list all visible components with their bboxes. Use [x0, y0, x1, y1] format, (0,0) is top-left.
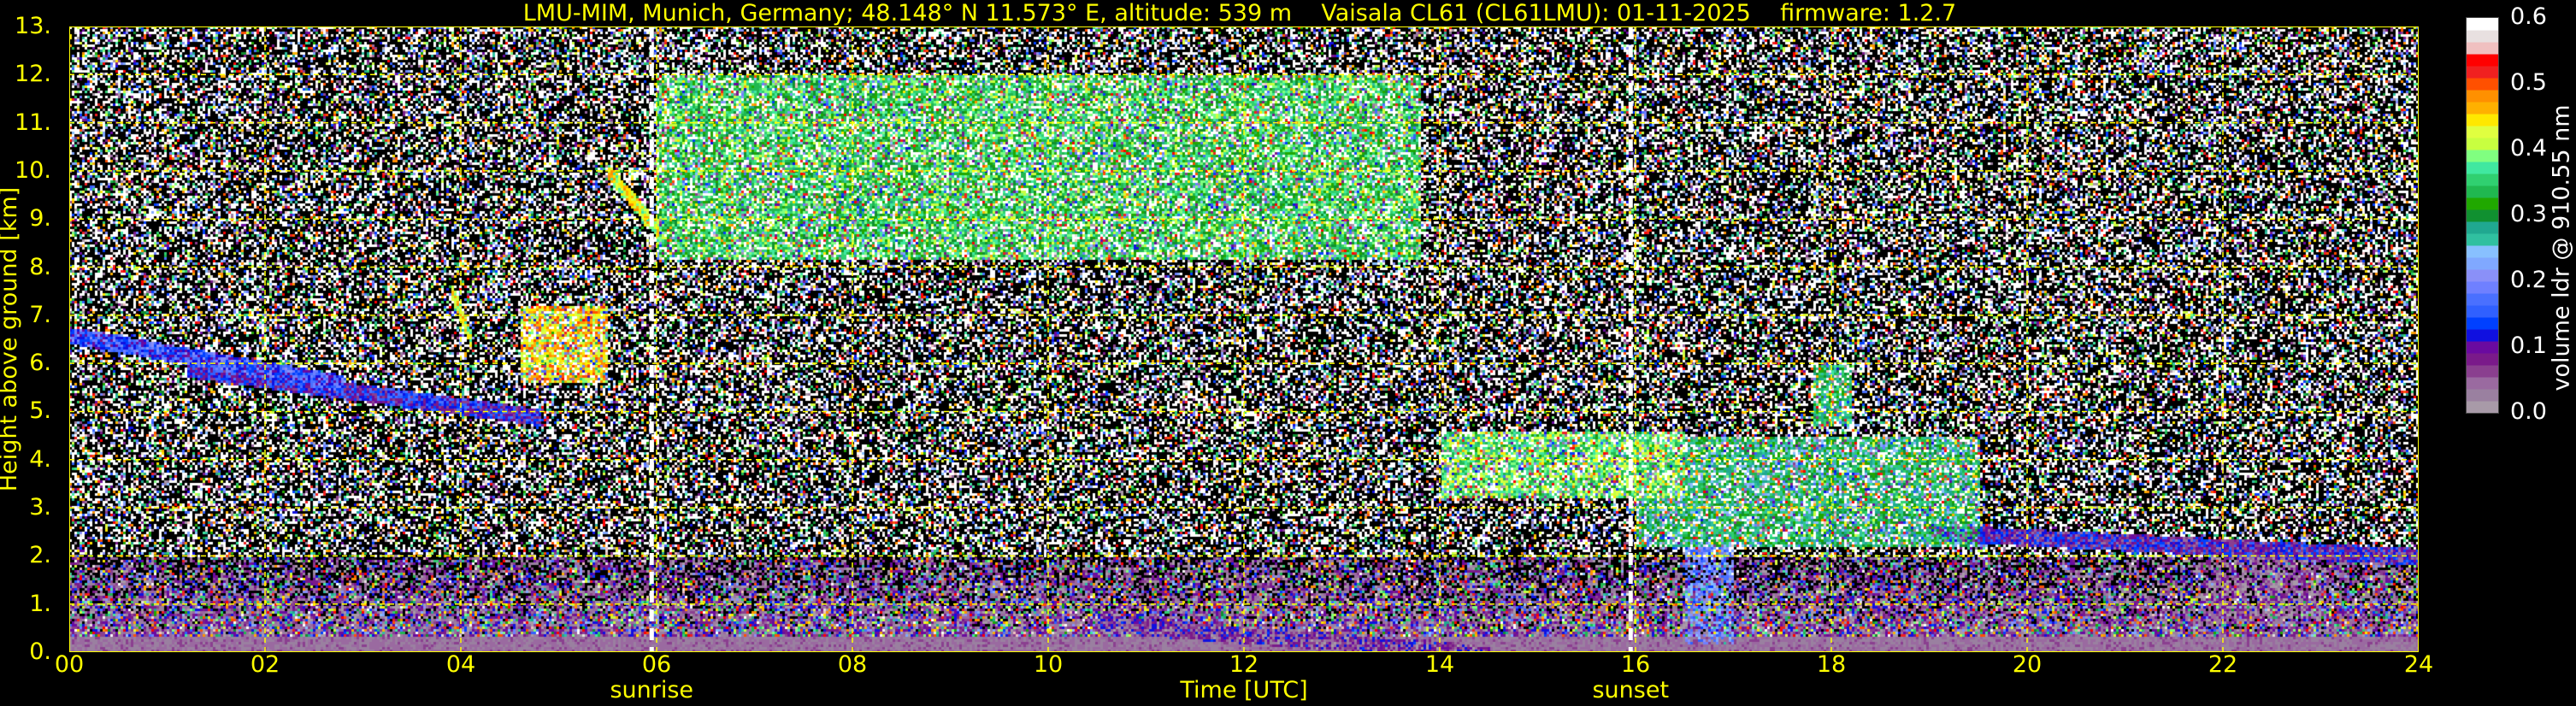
colorbar-band: [2467, 353, 2498, 366]
x-tick-label: 10: [1033, 651, 1064, 678]
y-tick-label: 8.: [29, 253, 51, 280]
colorbar-tick-label: 0.6: [2510, 3, 2547, 30]
colorbar: [2466, 17, 2499, 414]
colorbar-band: [2467, 269, 2498, 282]
colorbar-band: [2467, 233, 2498, 246]
x-tick-label: 02: [250, 651, 280, 678]
colorbar-label: volume ldr @ 910.55 nm: [2548, 104, 2575, 391]
colorbar-band: [2467, 341, 2498, 354]
colorbar-band: [2467, 138, 2498, 150]
colorbar-band: [2467, 114, 2498, 126]
colorbar-band: [2467, 174, 2498, 186]
colorbar-band: [2467, 257, 2498, 270]
colorbar-band: [2467, 150, 2498, 162]
colorbar-band: [2467, 293, 2498, 306]
x-tick-label: 16: [1620, 651, 1651, 678]
colorbar-tick-label: 0.1: [2510, 332, 2547, 359]
y-tick-label: 10.: [15, 156, 51, 184]
x-tick-label: 06: [641, 651, 672, 678]
plot-area: [69, 26, 2419, 652]
y-tick-label: 12.: [15, 61, 51, 88]
colorbar-band: [2467, 162, 2498, 174]
colorbar-band: [2467, 245, 2498, 258]
colorbar-band: [2467, 18, 2498, 31]
x-tick-label: 00: [54, 651, 85, 678]
x-tick-label: 04: [445, 651, 476, 678]
y-tick-label: 7.: [29, 301, 51, 328]
y-tick-label: 4.: [29, 445, 51, 473]
y-tick-label: 11.: [15, 109, 51, 136]
x-tick-label: 08: [837, 651, 868, 678]
colorbar-band: [2467, 389, 2498, 402]
event-label-sunset: sunset: [1592, 677, 1670, 703]
colorbar-tick-label: 0.5: [2510, 69, 2547, 96]
colorbar-band: [2467, 54, 2498, 67]
colorbar-band: [2467, 365, 2498, 378]
colorbar-band: [2467, 401, 2498, 413]
x-tick-label: 22: [2208, 651, 2238, 678]
colorbar-band: [2467, 197, 2498, 210]
colorbar-band: [2467, 102, 2498, 115]
event-label-sunrise: sunrise: [610, 677, 694, 703]
x-tick-label: 18: [1816, 651, 1847, 678]
colorbar-band: [2467, 90, 2498, 103]
y-tick-label: 13.: [15, 13, 51, 39]
y-tick-label: 6.: [29, 350, 51, 377]
colorbar-band: [2467, 305, 2498, 318]
colorbar-band: [2467, 221, 2498, 234]
colorbar-tick-label: 0.3: [2510, 201, 2547, 227]
colorbar-band: [2467, 126, 2498, 138]
colorbar-band: [2467, 66, 2498, 79]
colorbar-band: [2467, 329, 2498, 342]
y-tick-label: 5.: [29, 397, 51, 425]
y-tick-label: 9.: [29, 205, 51, 232]
colorbar-tick-label: 0.2: [2510, 267, 2547, 293]
colorbar-band: [2467, 185, 2498, 198]
colorbar-band: [2467, 30, 2498, 43]
colorbar-band: [2467, 42, 2498, 55]
grid-overlay: [69, 26, 2419, 652]
y-tick-label: 0.: [29, 638, 51, 665]
x-tick-label: 24: [2403, 651, 2434, 678]
colorbar-tick-label: 0.4: [2510, 135, 2547, 162]
colorbar-band: [2467, 377, 2498, 390]
y-axis-label: Height above ground [km]: [0, 186, 22, 492]
colorbar-band: [2467, 281, 2498, 294]
colorbar-band: [2467, 78, 2498, 91]
colorbar-tick-label: 0.0: [2510, 398, 2547, 425]
y-tick-label: 2.: [29, 542, 51, 569]
x-axis-label: Time [UTC]: [1180, 677, 1308, 703]
colorbar-band: [2467, 209, 2498, 222]
chart-title: LMU-MIM, Munich, Germany; 48.148° N 11.5…: [522, 0, 1957, 26]
x-tick-label: 12: [1229, 651, 1259, 678]
plot-frame: [69, 26, 2419, 652]
x-tick-label: 14: [1424, 651, 1455, 678]
y-tick-label: 1.: [29, 590, 51, 617]
y-tick-label: 3.: [29, 494, 51, 521]
x-tick-label: 20: [2012, 651, 2043, 678]
colorbar-band: [2467, 317, 2498, 330]
